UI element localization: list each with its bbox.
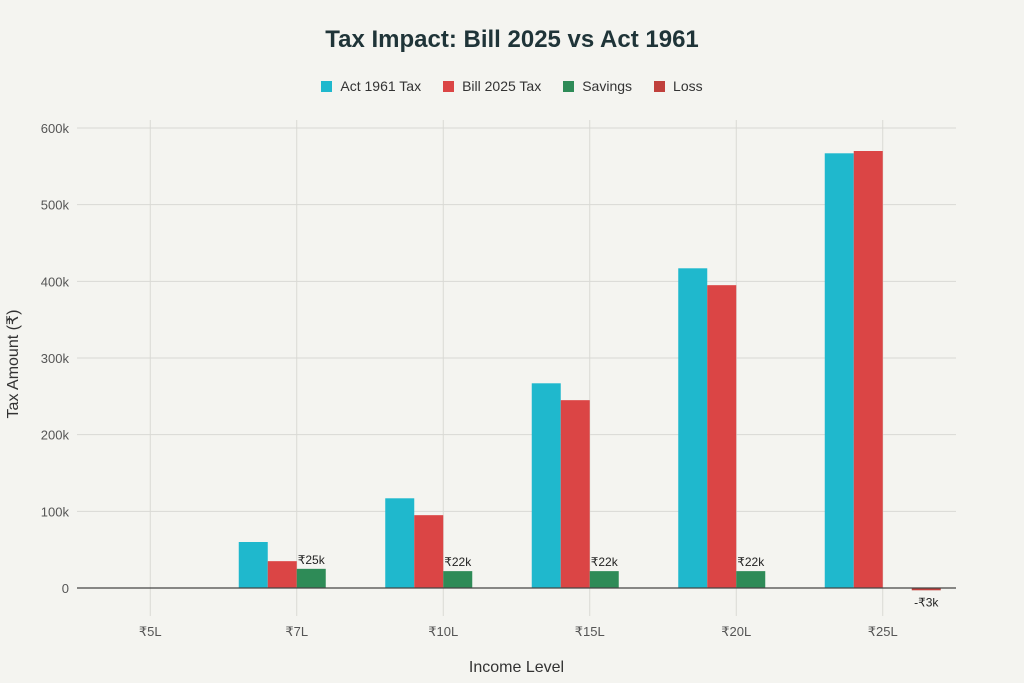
legend-swatch [443, 80, 455, 92]
bar-bill-2025-tax [414, 515, 444, 588]
data-label: ₹22k [444, 555, 472, 569]
bar-bill-2025-tax [560, 400, 590, 588]
legend-item[interactable]: Savings [563, 78, 632, 94]
y-tick-label: 0 [62, 581, 69, 596]
legend-item[interactable]: Bill 2025 Tax [443, 78, 541, 94]
data-label: ₹22k [591, 555, 619, 569]
x-axis-title: Income Level [469, 659, 564, 676]
bar-savings [296, 568, 326, 588]
legend-swatch [563, 80, 575, 92]
y-tick-label: 200k [41, 428, 70, 443]
x-tick-label: ₹20L [721, 624, 751, 639]
bar-savings [589, 571, 619, 588]
bar-loss [911, 588, 941, 591]
data-label: ₹25k [298, 553, 326, 567]
bar-savings [736, 571, 766, 588]
legend: Act 1961 Tax Bill 2025 Tax Savings Loss [0, 78, 1024, 94]
y-tick-label: 300k [41, 351, 70, 366]
bar-bill-2025-tax [267, 561, 297, 588]
y-tick-label: 600k [41, 121, 70, 136]
bar-savings [443, 571, 473, 588]
legend-item[interactable]: Loss [654, 78, 703, 94]
y-tick-label: 400k [41, 274, 70, 289]
y-tick-label: 500k [41, 198, 70, 213]
y-tick-label: 100k [41, 504, 70, 519]
chart-title: Tax Impact: Bill 2025 vs Act 1961 [325, 26, 699, 53]
legend-swatch [321, 80, 333, 92]
data-label: ₹22k [737, 555, 765, 569]
x-tick-label: ₹25L [868, 624, 898, 639]
bar-act-1961-tax [531, 383, 561, 588]
y-axis-title: Tax Amount (₹) [5, 310, 22, 419]
bar-act-1961-tax [238, 542, 268, 588]
x-tick-label: ₹7L [285, 624, 308, 639]
bar-bill-2025-tax [853, 151, 883, 588]
legend-item[interactable]: Act 1961 Tax [321, 78, 421, 94]
legend-swatch [654, 80, 666, 92]
bar-act-1961-tax [385, 498, 415, 588]
x-tick-label: ₹15L [575, 624, 605, 639]
legend-label: Savings [582, 78, 633, 94]
legend-label: Act 1961 Tax [340, 78, 422, 94]
bar-act-1961-tax [824, 153, 854, 589]
legend-label: Loss [673, 78, 703, 94]
x-tick-label: ₹10L [428, 624, 458, 639]
bar-act-1961-tax [678, 268, 708, 588]
bar-bill-2025-tax [707, 285, 737, 588]
legend-label: Bill 2025 Tax [462, 78, 542, 94]
data-label: -₹3k [914, 595, 939, 609]
x-tick-label: ₹5L [139, 624, 162, 639]
